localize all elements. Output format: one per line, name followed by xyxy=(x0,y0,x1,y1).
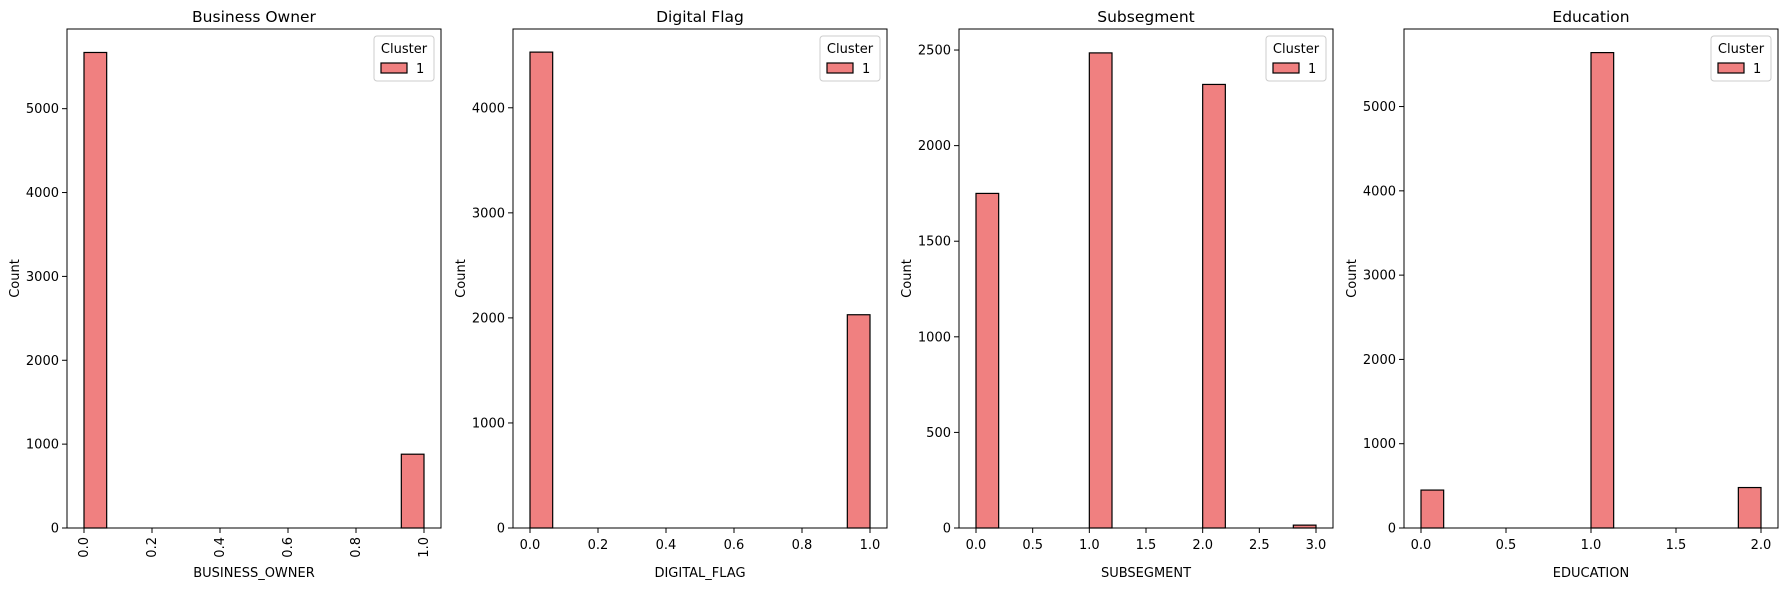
chart-panel-3: 0.0 0.5 1.0 1.5 2.0 2.5 3.0 0 500 1000 1500 2000 250… xyxy=(900,8,1334,581)
histogram-bar xyxy=(1590,51,1615,529)
y-tick-label: 4000 xyxy=(26,186,59,201)
y-tick-label: 1000 xyxy=(26,438,59,453)
x-tick-label: 2.0 xyxy=(1192,538,1213,553)
y-tick-label: 3000 xyxy=(26,270,59,285)
y-tick-label: 1000 xyxy=(1363,437,1396,452)
legend-swatch xyxy=(380,62,408,74)
x-tick-label: 0.2 xyxy=(145,537,160,558)
x-tick-label: 0.0 xyxy=(520,538,541,553)
x-axis-label: EDUCATION xyxy=(1553,566,1629,581)
y-tick-label: 500 xyxy=(926,426,951,441)
chart-title: Subsegment xyxy=(1097,8,1195,26)
y-tick-label: 3000 xyxy=(472,206,505,221)
histogram-bar xyxy=(1420,489,1445,529)
histogram-bar xyxy=(529,51,554,529)
axes-frame xyxy=(512,28,888,529)
x-tick-label: 0.0 xyxy=(77,537,92,558)
chart-title: Business Owner xyxy=(192,8,317,26)
x-tick-label: 2.0 xyxy=(1751,538,1772,553)
histogram-bar xyxy=(83,51,108,529)
legend-swatch xyxy=(826,62,854,74)
legend: Cluster 1 xyxy=(1710,35,1772,82)
legend: Cluster 1 xyxy=(819,35,881,82)
y-axis-label: Count xyxy=(8,259,23,298)
x-tick-label: 0.5 xyxy=(1022,538,1043,553)
legend-swatch xyxy=(1272,62,1300,74)
legend-title: Cluster xyxy=(827,42,874,57)
axes-frame xyxy=(958,28,1334,529)
x-tick-label: 1.5 xyxy=(1136,538,1157,553)
histogram-bar xyxy=(1202,83,1226,529)
chart-title: Digital Flag xyxy=(656,8,744,26)
legend-entry-label: 1 xyxy=(1308,62,1316,77)
y-tick-label: 1000 xyxy=(918,330,951,345)
y-tick-label: 2000 xyxy=(1363,353,1396,368)
x-tick-label: 1.0 xyxy=(1581,538,1602,553)
chart-panel-1: 0.0 0.2 0.4 0.6 0.8 1.0 0 1000 2000 3000 4000 5000 B… xyxy=(8,8,442,581)
y-axis-label: Count xyxy=(1345,259,1360,298)
x-tick-label: 0.4 xyxy=(656,538,677,553)
legend: Cluster 1 xyxy=(1265,35,1327,82)
legend: Cluster 1 xyxy=(373,35,435,82)
histogram-bar xyxy=(975,192,1000,529)
x-tick-label: 1.0 xyxy=(860,538,881,553)
legend-entry-label: 1 xyxy=(1753,62,1761,77)
y-tick-label: 2000 xyxy=(472,311,505,326)
legend-entry-label: 1 xyxy=(416,62,424,77)
x-tick-label: 1.0 xyxy=(1079,538,1100,553)
x-tick-label: 0.6 xyxy=(281,537,296,558)
y-tick-label: 3000 xyxy=(1363,269,1396,284)
y-tick-label: 2500 xyxy=(918,44,951,59)
legend-entry-label: 1 xyxy=(862,62,870,77)
x-tick-label: 1.5 xyxy=(1666,538,1687,553)
histogram-bar xyxy=(1737,486,1762,529)
x-tick-label: 1.0 xyxy=(417,537,432,558)
y-tick-label: 2000 xyxy=(26,354,59,369)
x-axis-label: DIGITAL_FLAG xyxy=(654,566,745,581)
legend-title: Cluster xyxy=(381,42,428,57)
x-tick-label: 0.5 xyxy=(1496,538,1517,553)
x-tick-label: 0.0 xyxy=(966,538,987,553)
legend-swatch xyxy=(1717,62,1745,74)
histogram-bar xyxy=(1088,52,1113,529)
y-tick-label: 5000 xyxy=(1363,100,1396,115)
y-axis-label: Count xyxy=(900,259,915,298)
chart-panel-2: 0.0 0.2 0.4 0.6 0.8 1.0 0 1000 2000 3000 4000 Digit… xyxy=(454,8,888,581)
chart-title: Education xyxy=(1552,8,1629,26)
x-tick-label: 0.0 xyxy=(1411,538,1432,553)
y-tick-label: 0 xyxy=(497,522,505,537)
y-tick-label: 4000 xyxy=(1363,184,1396,199)
chart-panel-4: 0.0 0.5 1.0 1.5 2.0 0 1000 2000 3000 4000 5000 Educ… xyxy=(1345,8,1779,581)
legend-title: Cluster xyxy=(1273,42,1320,57)
x-tick-label: 0.2 xyxy=(588,538,609,553)
histogram-bar xyxy=(400,453,425,529)
x-tick-label: 0.8 xyxy=(349,537,364,558)
y-tick-label: 5000 xyxy=(26,102,59,117)
x-tick-label: 0.6 xyxy=(724,538,745,553)
legend-title: Cluster xyxy=(1718,42,1765,57)
y-tick-label: 0 xyxy=(1388,522,1396,537)
histogram-bar xyxy=(846,314,871,529)
axes-frame xyxy=(66,28,442,529)
y-axis-label: Count xyxy=(454,259,469,298)
x-axis-label: BUSINESS_OWNER xyxy=(193,566,315,581)
y-tick-label: 1500 xyxy=(918,235,951,250)
x-tick-label: 3.0 xyxy=(1306,538,1327,553)
x-axis-label: SUBSEGMENT xyxy=(1101,566,1191,581)
x-tick-label: 0.8 xyxy=(792,538,813,553)
x-tick-label: 2.5 xyxy=(1249,538,1270,553)
y-tick-label: 2000 xyxy=(918,139,951,154)
y-tick-label: 0 xyxy=(943,522,951,537)
x-tick-label: 0.4 xyxy=(213,537,228,558)
y-tick-label: 1000 xyxy=(472,416,505,431)
y-tick-label: 0 xyxy=(51,522,59,537)
y-tick-label: 4000 xyxy=(472,101,505,116)
